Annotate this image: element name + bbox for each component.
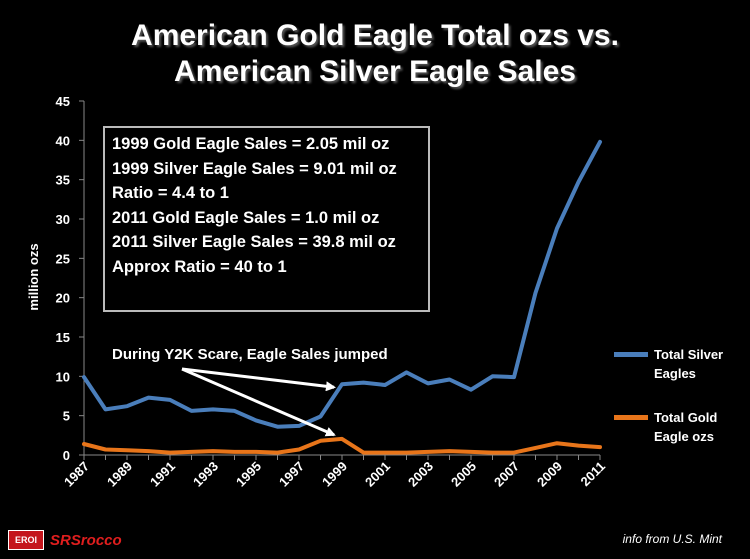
arrow-to-silver bbox=[181, 367, 336, 392]
x-tick-label: 1987 bbox=[61, 459, 92, 490]
info-line: 1999 Silver Eagle Sales = 9.01 mil oz bbox=[112, 159, 397, 178]
x-tick-label: 1997 bbox=[276, 459, 307, 490]
y-tick-label: 0 bbox=[63, 448, 70, 463]
x-tick-label: 2007 bbox=[491, 459, 522, 490]
y2k-annotation: During Y2K Scare, Eagle Sales jumped bbox=[112, 346, 388, 363]
info-line: 2011 Gold Eagle Sales = 1.0 mil oz bbox=[112, 208, 380, 227]
legend-item-silver: Total Silver Eagles bbox=[614, 345, 750, 383]
x-tick-label: 2003 bbox=[405, 459, 436, 490]
y-tick-label: 5 bbox=[63, 409, 70, 424]
chart-title: American Gold Eagle Total ozs vs. Americ… bbox=[0, 18, 750, 90]
chart-title-line1: American Gold Eagle Total ozs vs. bbox=[131, 19, 619, 52]
y-tick-label: 35 bbox=[56, 173, 70, 188]
info-box: 1999 Gold Eagle Sales = 2.05 mil oz 1999… bbox=[103, 126, 430, 312]
series-layer bbox=[82, 139, 602, 455]
x-tick-label: 1989 bbox=[104, 459, 135, 490]
info-line: Ratio = 4.4 to 1 bbox=[112, 184, 229, 202]
annotation-arrows bbox=[181, 367, 336, 437]
y-tick-label: 45 bbox=[56, 94, 70, 109]
logo-name: SRSrocco bbox=[50, 531, 122, 549]
source-note: info from U.S. Mint bbox=[622, 532, 722, 546]
y-tick-label: 10 bbox=[56, 369, 70, 384]
y-tick-label: 40 bbox=[56, 133, 70, 148]
legend-swatch-silver bbox=[614, 352, 648, 357]
chart-title-line2: American Silver Eagle Sales bbox=[174, 55, 576, 88]
arrow-to-gold bbox=[181, 367, 336, 437]
logo: EROI SRSrocco bbox=[8, 530, 122, 550]
info-line: Approx Ratio = 40 to 1 bbox=[112, 257, 287, 276]
legend-label-gold: Total Gold Eagle ozs bbox=[654, 410, 718, 444]
legend-swatch-gold bbox=[614, 415, 648, 420]
logo-badge: EROI bbox=[8, 530, 44, 550]
y-tick-label: 20 bbox=[56, 291, 70, 306]
silver-eagles-line bbox=[82, 139, 602, 429]
x-tick-label: 1999 bbox=[319, 459, 350, 490]
y-tick-label: 25 bbox=[56, 251, 70, 266]
legend-label-silver: Total Silver Eagles bbox=[654, 347, 724, 381]
y-tick-label: 15 bbox=[56, 330, 70, 345]
y-axis-ticks: 0 5 10 15 20 25 30 35 40 45 bbox=[56, 94, 84, 463]
gold-eagles-line bbox=[82, 436, 602, 455]
x-tick-label: 1995 bbox=[233, 459, 264, 490]
x-tick-label: 2009 bbox=[534, 459, 565, 490]
info-line: 2011 Silver Eagle Sales = 39.8 mil oz bbox=[112, 233, 396, 251]
y-axis-label: million ozs bbox=[26, 243, 41, 310]
y-tick-label: 30 bbox=[56, 212, 70, 227]
x-tick-label: 1993 bbox=[190, 459, 221, 490]
legend-item-gold: Total Gold Eagle ozs bbox=[614, 408, 750, 446]
x-axis-ticks: 1987 1989 1991 1993 1995 1997 1999 2001 2003 2005… bbox=[61, 455, 608, 490]
x-tick-label: 2005 bbox=[448, 459, 479, 490]
x-tick-label: 2001 bbox=[362, 459, 393, 490]
info-line: 1999 Gold Eagle Sales = 2.05 mil oz bbox=[112, 135, 390, 153]
x-tick-label: 2011 bbox=[578, 459, 609, 490]
x-tick-label: 1991 bbox=[147, 459, 178, 490]
